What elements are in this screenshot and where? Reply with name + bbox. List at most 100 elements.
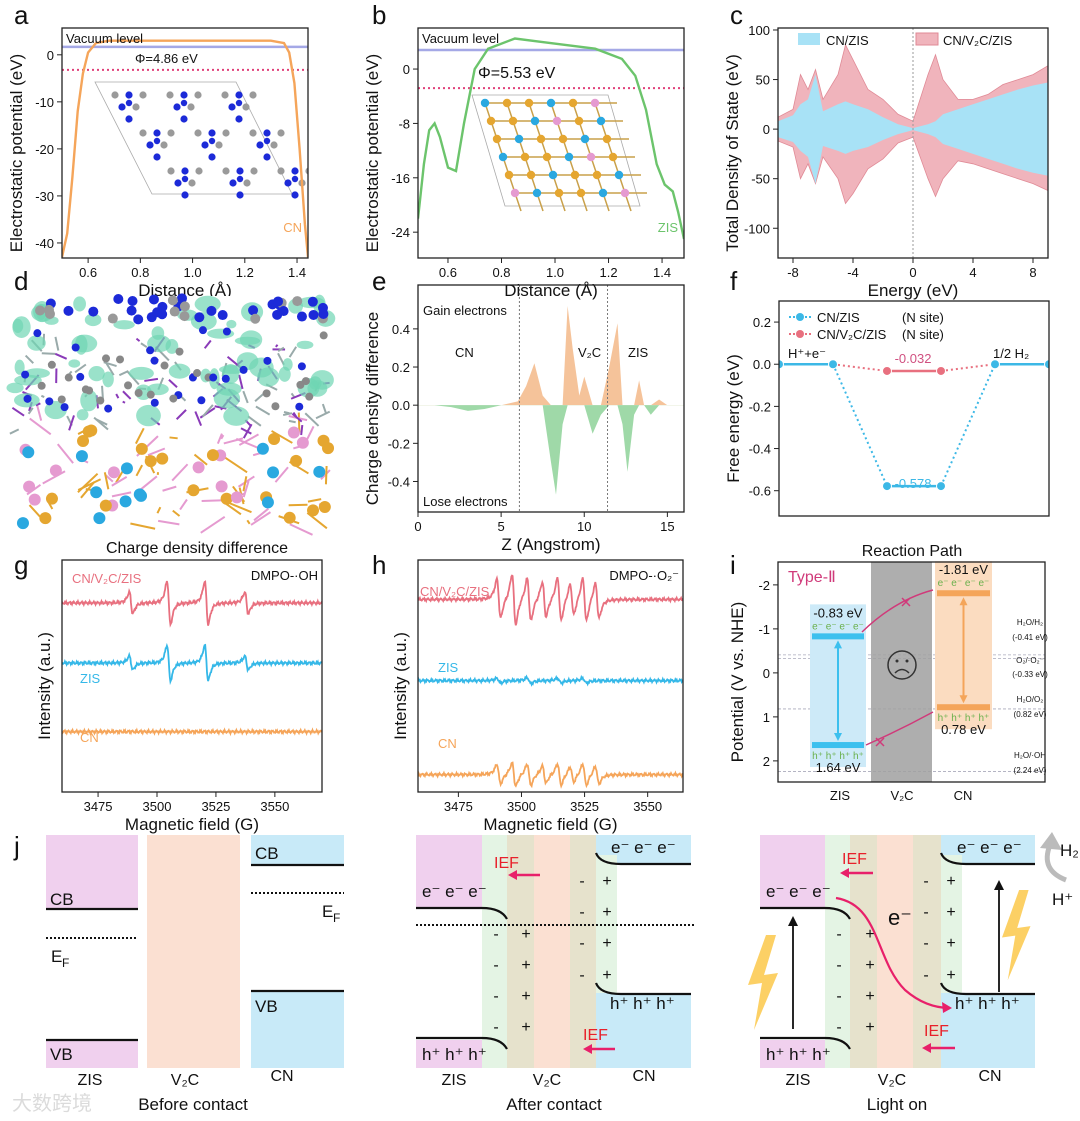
atom [249,91,257,99]
panel-h: CN/V₂C/ZIS ZIS CN DMPO-·O₂⁻ 3475 3500 3525 3550… [391,559,684,834]
atom [542,152,552,162]
atom [564,152,574,162]
plot-area [62,39,308,258]
x-tick-label: 0.8 [131,265,149,280]
panel-letter-g: g [14,550,28,580]
atom [526,170,536,180]
value-label: -0.578 [895,476,932,491]
bond [275,344,279,348]
x-axis-label: Energy (eV) [868,281,959,300]
atom [102,354,111,363]
atom [532,188,542,198]
atom [192,461,205,474]
atom [93,512,106,525]
holes-label: h⁺ h⁺ h⁺ [422,1045,487,1064]
atom [167,129,175,137]
bond [103,359,115,376]
bond [307,498,322,503]
reference-couple: H₂O/·OH [1014,751,1046,760]
bond [9,428,20,435]
bond [29,417,52,436]
y-tick-label: -8 [398,116,410,131]
x-tick-label: 3525 [570,799,599,814]
bond [93,416,109,431]
bond [201,404,214,418]
bond [194,411,203,426]
atom [126,305,137,316]
bond [27,407,34,415]
bond [77,472,99,493]
bond [291,413,303,423]
ief-label: IEF [842,851,867,868]
eye [895,659,899,663]
atom [187,103,195,111]
bond [242,390,249,404]
atom [45,492,58,505]
bond [297,412,301,433]
conduction-band [937,590,990,597]
v2c-region [871,562,932,782]
positive-charge: + [946,904,955,921]
negative-charge: - [579,904,584,921]
bond [179,498,188,511]
cn-vb-band-bending [594,982,691,996]
atom [150,356,159,365]
bond [315,410,331,420]
atom [492,134,502,144]
fermi-subscript: F [333,911,340,925]
bond [223,455,248,474]
electrons-label: e⁻ e⁻ e⁻ e⁻ [812,621,864,632]
ief-label: IEF [494,855,519,872]
negative-charge: - [923,967,928,984]
bond [240,427,252,435]
bond [54,352,68,360]
atom [318,308,329,319]
bond [54,336,60,351]
state-label: Light on [867,1095,928,1114]
atom [23,394,32,403]
bond [288,346,298,358]
legend-marker [796,313,804,321]
plot-area [418,285,684,512]
atom [197,396,206,405]
negative-charge: - [836,957,841,974]
atom [574,116,584,126]
bond [255,405,271,416]
atom [221,91,229,99]
atom [502,98,512,108]
y-tick-label: 100 [748,23,770,38]
y-tick-label: 0.2 [392,360,410,375]
isosurface [102,371,114,388]
lose-electrons-label: Lose electrons [423,494,508,509]
atom [166,91,174,99]
atom [148,294,159,305]
panel-title: Reaction Path [862,543,963,560]
atom [235,115,243,123]
atom [296,311,307,322]
cn-cb-region [962,835,1035,863]
bond [28,504,41,518]
y-tick-label: 0 [47,48,54,63]
atom [239,365,248,374]
y-tick-label: 2 [763,754,770,769]
atom [180,99,188,107]
y-tick-label: -100 [744,221,770,236]
region-label-CN: CN [455,345,474,360]
bond [238,433,259,446]
blocked-electron-transfer-arrow [861,589,934,633]
x-tick-label: 3550 [260,799,289,814]
legend-swatch-cn-v2c-zis [915,32,939,46]
atom [169,394,178,403]
atom [217,310,228,321]
isosurface [84,313,102,327]
atom [153,137,161,145]
reference-couple: H₂O/H₂ [1017,618,1043,627]
x-tick-label: 1.2 [236,265,254,280]
atom [295,402,304,411]
legend-label: CN/ZIS [817,310,860,325]
plot-area [62,580,322,737]
fermi-level-label: E [51,947,62,966]
y-tick-label: -0.4 [749,442,771,457]
bond [288,503,308,507]
